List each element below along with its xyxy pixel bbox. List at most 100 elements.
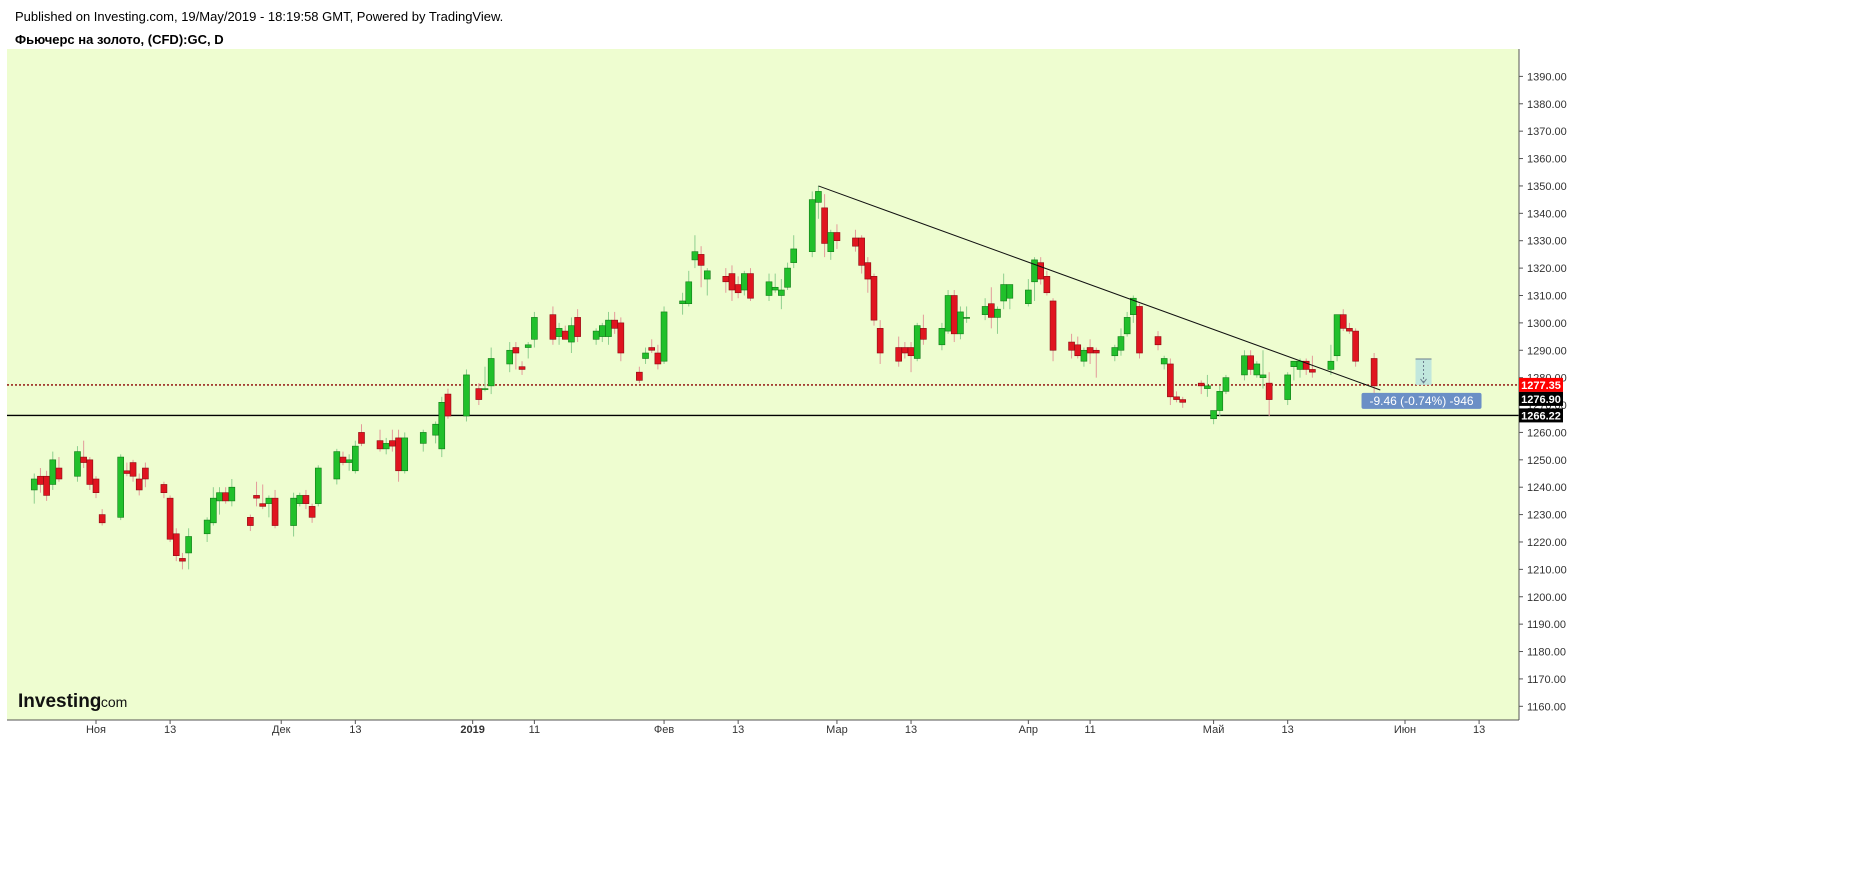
candle[interactable] — [179, 552, 186, 570]
candle[interactable] — [253, 481, 260, 507]
candle[interactable] — [117, 454, 124, 521]
measure-range[interactable] — [1415, 359, 1432, 385]
candle[interactable] — [642, 347, 649, 364]
candle[interactable] — [790, 235, 798, 269]
candle[interactable] — [808, 191, 816, 258]
candle[interactable] — [1265, 372, 1273, 416]
measure-label-box[interactable] — [1361, 392, 1482, 409]
candle[interactable] — [994, 306, 1001, 334]
candle[interactable] — [1136, 303, 1143, 359]
candle[interactable] — [827, 229, 835, 260]
candle[interactable] — [463, 369, 470, 422]
candle[interactable] — [314, 465, 322, 507]
candle[interactable] — [858, 235, 865, 274]
candle[interactable] — [358, 424, 365, 447]
candle[interactable] — [549, 306, 557, 345]
candle[interactable] — [778, 279, 785, 310]
candle[interactable] — [512, 342, 520, 370]
candle[interactable] — [1210, 410, 1217, 425]
candle[interactable] — [617, 317, 625, 362]
candle[interactable] — [728, 265, 736, 301]
price-badge[interactable] — [1519, 408, 1563, 423]
candle[interactable] — [247, 514, 254, 532]
candle[interactable] — [135, 473, 143, 496]
candle[interactable] — [228, 478, 236, 507]
candle[interactable] — [1346, 322, 1353, 334]
candle[interactable] — [895, 336, 902, 367]
candle[interactable] — [160, 481, 168, 499]
candle[interactable] — [1092, 347, 1100, 378]
candle[interactable] — [1284, 372, 1291, 406]
candle[interactable] — [1352, 328, 1359, 367]
candle[interactable] — [1167, 358, 1174, 406]
candle[interactable] — [574, 309, 581, 343]
candle[interactable] — [1204, 374, 1211, 397]
candle[interactable] — [438, 396, 446, 458]
candle[interactable] — [98, 509, 106, 526]
candle[interactable] — [1327, 344, 1335, 375]
candle[interactable] — [210, 487, 217, 526]
candle[interactable] — [166, 495, 174, 542]
candle[interactable] — [913, 322, 921, 362]
candle[interactable] — [506, 342, 513, 373]
candle[interactable] — [697, 246, 705, 288]
candle[interactable] — [271, 489, 279, 529]
candle[interactable] — [963, 306, 970, 323]
candle[interactable] — [172, 528, 180, 562]
candle[interactable] — [352, 440, 359, 474]
candle[interactable] — [1259, 350, 1267, 389]
candle[interactable] — [1247, 350, 1254, 375]
candle[interactable] — [487, 347, 495, 395]
candle[interactable] — [636, 366, 643, 384]
candle[interactable] — [1111, 344, 1119, 362]
candle[interactable] — [920, 314, 927, 345]
x-axis[interactable]: Ноя 13 Дек 13 2019 11 Фев 13 Мар 13 Апр 11 Май 13 Июн 1… — [86, 720, 1485, 736]
candle[interactable] — [475, 383, 483, 406]
candle[interactable] — [747, 268, 754, 301]
candle[interactable] — [1197, 380, 1205, 395]
candle[interactable] — [481, 366, 489, 392]
candle[interactable] — [1049, 298, 1057, 362]
candle[interactable] — [74, 446, 81, 482]
candle[interactable] — [1222, 374, 1230, 395]
candle[interactable] — [444, 388, 452, 419]
candle[interactable] — [1037, 257, 1045, 285]
candle[interactable] — [864, 257, 872, 293]
candle[interactable] — [129, 459, 137, 482]
candle[interactable] — [1006, 284, 1014, 310]
candle[interactable] — [1253, 361, 1261, 378]
trendline[interactable] — [818, 185, 1381, 391]
candle[interactable] — [685, 270, 693, 307]
candle[interactable] — [302, 489, 310, 510]
candle[interactable] — [86, 457, 94, 490]
candle[interactable] — [870, 273, 878, 326]
candle[interactable] — [1339, 309, 1347, 332]
candle[interactable] — [1117, 328, 1125, 356]
candle[interactable] — [660, 306, 668, 364]
candle[interactable] — [771, 273, 779, 293]
candle[interactable] — [821, 194, 828, 258]
candle[interactable] — [55, 457, 63, 482]
candle[interactable] — [185, 528, 192, 570]
candle[interactable] — [333, 448, 341, 485]
candle[interactable] — [259, 484, 267, 510]
candle[interactable] — [43, 470, 50, 501]
price-badge[interactable] — [1519, 377, 1563, 392]
candle[interactable] — [1302, 358, 1310, 375]
candle[interactable] — [938, 322, 946, 351]
candle[interactable] — [419, 429, 427, 452]
candle[interactable] — [703, 268, 711, 296]
candle[interactable] — [1080, 347, 1088, 367]
candle[interactable] — [518, 361, 526, 375]
candle[interactable] — [1333, 314, 1341, 362]
candle[interactable] — [308, 503, 316, 523]
candle[interactable] — [1216, 385, 1224, 416]
candle[interactable] — [401, 432, 409, 474]
candle[interactable] — [290, 492, 297, 537]
candle[interactable] — [531, 311, 538, 348]
candle[interactable] — [203, 517, 211, 542]
candle[interactable] — [524, 342, 532, 359]
candle[interactable] — [92, 476, 100, 499]
candle[interactable] — [876, 320, 884, 364]
